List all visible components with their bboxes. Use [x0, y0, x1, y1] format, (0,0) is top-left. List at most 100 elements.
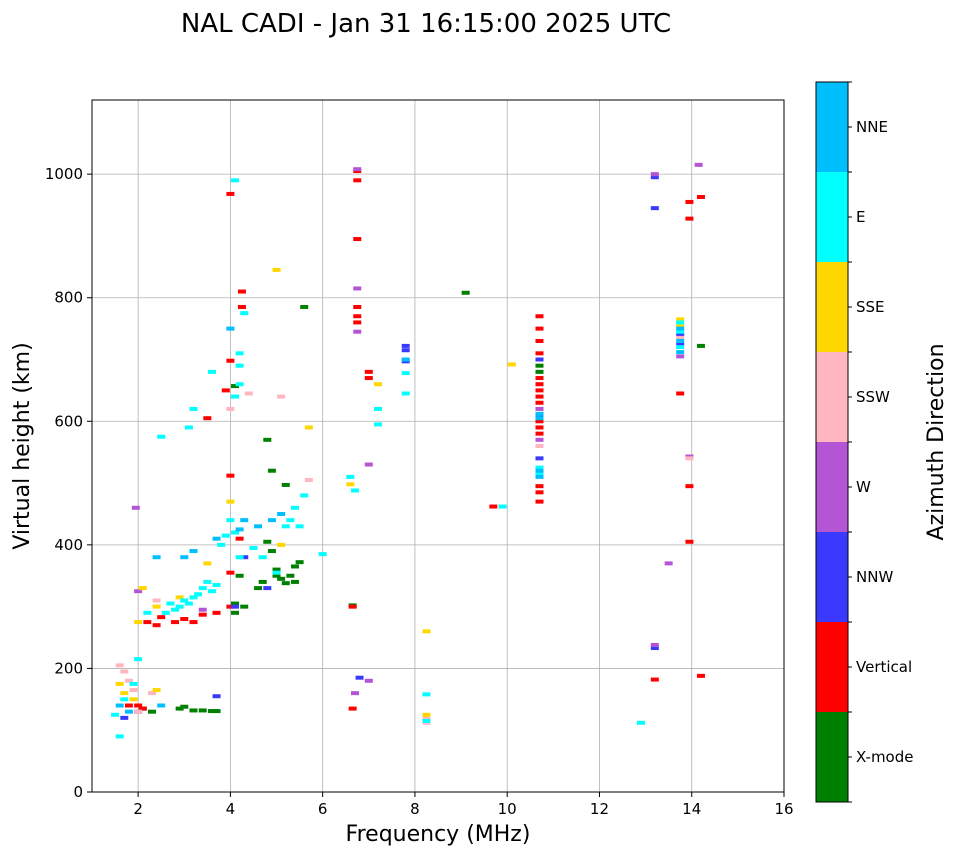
colorbar-segment-sse — [816, 262, 848, 352]
data-point-e — [226, 518, 235, 523]
data-point-e — [231, 394, 240, 399]
data-point-e — [115, 734, 124, 739]
data-point-e — [281, 524, 290, 529]
data-point-vertical — [364, 369, 373, 374]
data-point-x-mode — [231, 384, 240, 389]
data-point-e — [166, 601, 175, 606]
x-tick-label: 10 — [498, 800, 517, 818]
data-point-e — [189, 595, 198, 600]
data-point-vertical — [696, 195, 705, 200]
y-axis-label: Virtual height (km) — [10, 342, 35, 549]
data-point-w — [131, 505, 140, 510]
data-point-vertical — [535, 394, 544, 399]
data-point-w — [535, 437, 544, 442]
data-point-w — [353, 167, 362, 172]
data-point-sse — [129, 697, 138, 702]
data-point-nne — [676, 338, 685, 343]
data-point-nne — [152, 555, 161, 560]
colorbar: X-mode Vertical NNW W SSW SSE E NNE — [815, 81, 913, 803]
data-point-vertical — [535, 338, 544, 343]
data-point-nne — [676, 350, 685, 355]
x-axis-label: Frequency (MHz) — [346, 822, 531, 847]
data-point-vertical — [152, 623, 161, 628]
data-point-vertical — [171, 620, 180, 625]
data-point-x-mode — [281, 581, 290, 586]
data-point-w — [198, 607, 207, 612]
data-point-nnw — [401, 348, 410, 353]
data-point-nne — [254, 524, 263, 529]
y-tick-label: 400 — [54, 536, 83, 554]
data-point-vertical — [535, 314, 544, 319]
data-point-e — [129, 681, 138, 686]
data-point-x-mode — [535, 363, 544, 368]
data-point-e — [346, 474, 355, 479]
data-point-vertical — [348, 706, 357, 711]
data-point-vertical — [535, 376, 544, 381]
x-tick-label: 16 — [774, 800, 793, 818]
data-point-nnw — [535, 357, 544, 362]
data-point-vertical — [124, 703, 133, 708]
colorbar-frame — [815, 81, 849, 803]
data-point-vertical — [535, 499, 544, 504]
data-point-x-mode — [263, 539, 272, 544]
data-point-x-mode — [240, 604, 249, 609]
data-point-sse — [226, 499, 235, 504]
data-point-sse — [175, 595, 184, 600]
x-tick-label: 2 — [133, 800, 143, 818]
data-point-vertical — [226, 570, 235, 575]
data-point-nnw — [120, 715, 129, 720]
data-point-w — [694, 162, 703, 167]
data-point-e — [189, 406, 198, 411]
data-point-nne — [676, 326, 685, 331]
data-point-vertical — [189, 620, 198, 625]
data-point-e — [401, 391, 410, 396]
data-point-nne — [277, 511, 286, 516]
data-point-e — [235, 382, 244, 387]
data-point-ssw — [134, 709, 143, 714]
data-point-vertical — [212, 610, 221, 615]
data-point-nnw — [535, 456, 544, 461]
data-point-nne — [180, 555, 189, 560]
data-point-sse — [676, 323, 685, 328]
data-point-x-mode — [175, 706, 184, 711]
data-point-vertical — [353, 304, 362, 309]
data-point-e — [235, 363, 244, 368]
data-point-sse — [422, 712, 431, 717]
data-point-nne — [535, 468, 544, 473]
data-point-sse — [374, 382, 383, 387]
x-tick-label: 8 — [410, 800, 420, 818]
y-axis-ticks: 0 200 400 600 800 1000 — [45, 165, 92, 801]
colorbar-segment-w — [816, 442, 848, 532]
data-point-x-mode — [147, 709, 156, 714]
data-point-sse — [507, 362, 516, 367]
data-point-e — [676, 320, 685, 325]
data-point-e — [134, 657, 143, 662]
data-point-e — [422, 692, 431, 697]
plot-frame — [91, 99, 785, 793]
data-point-nne — [401, 357, 410, 362]
data-point-vertical — [348, 604, 357, 609]
data-point-nnw — [355, 675, 364, 680]
data-point-vertical — [535, 351, 544, 356]
data-point-vertical — [364, 376, 373, 381]
data-point-x-mode — [254, 586, 263, 591]
data-point-e — [194, 592, 203, 597]
data-point-x-mode — [180, 704, 189, 709]
data-point-x-mode — [267, 468, 276, 473]
colorbar-segment-ssw — [816, 352, 848, 442]
data-point-vertical — [353, 314, 362, 319]
colorbar-tick-label: NNE — [856, 118, 888, 136]
data-point-sse — [304, 425, 313, 430]
data-point-sse — [676, 317, 685, 322]
data-point-x-mode — [281, 482, 290, 487]
data-point-e — [235, 555, 244, 560]
data-point-ssw — [244, 391, 253, 396]
data-point-x-mode — [290, 579, 299, 584]
data-point-e — [161, 610, 170, 615]
data-point-e — [286, 518, 295, 523]
data-point-vertical — [226, 604, 235, 609]
data-point-nne — [189, 549, 198, 554]
data-point-w — [364, 462, 373, 467]
colorbar-segment-x-mode — [816, 712, 848, 802]
data-point-ssw — [277, 394, 286, 399]
